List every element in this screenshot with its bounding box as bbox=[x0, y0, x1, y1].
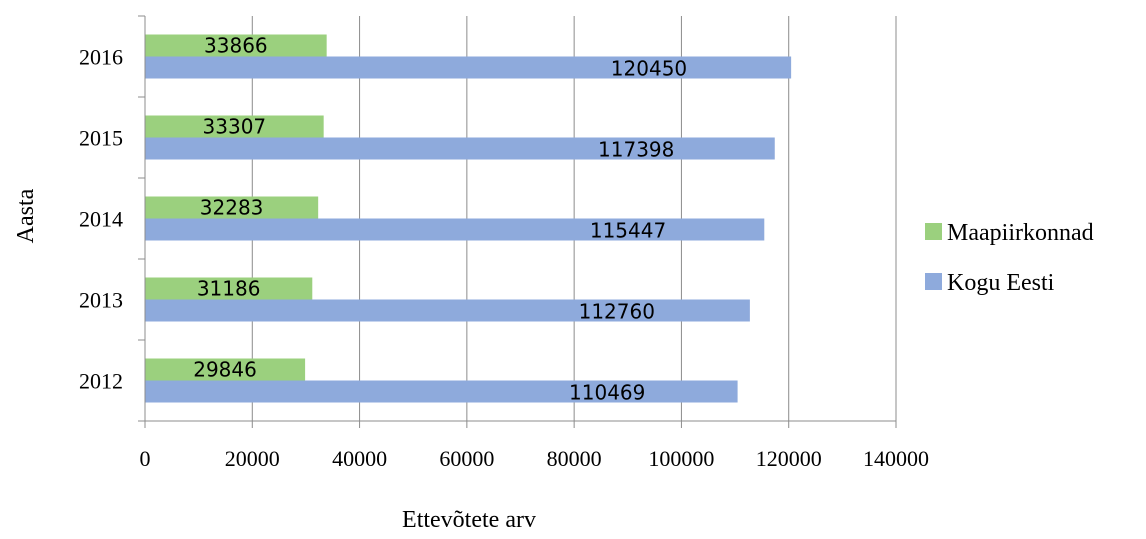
y-tick-label: 2013 bbox=[79, 288, 123, 313]
data-label-kogu-eesti: 117398 bbox=[598, 138, 674, 162]
x-tick-labels: 0 20000 40000 60000 80000 100000 120000 140000 bbox=[140, 446, 930, 471]
x-tick-label: 100000 bbox=[648, 446, 714, 471]
legend-swatch bbox=[925, 273, 942, 290]
x-axis-title: Ettevõtete arv bbox=[402, 507, 536, 533]
legend: Maapiirkonnad Kogu Eesti bbox=[925, 220, 1094, 296]
x-tick-label: 20000 bbox=[225, 446, 280, 471]
x-tick-label: 80000 bbox=[547, 446, 602, 471]
y-tick-label: 2015 bbox=[79, 126, 123, 151]
x-tick-label: 140000 bbox=[863, 446, 929, 471]
legend-label: Kogu Eesti bbox=[947, 270, 1055, 296]
x-tick-label: 40000 bbox=[332, 446, 387, 471]
data-label-maapiirkonnad: 31186 bbox=[197, 277, 261, 301]
data-label-kogu-eesti: 112760 bbox=[579, 300, 655, 324]
y-tick-label: 2014 bbox=[79, 207, 123, 232]
data-label-kogu-eesti: 115447 bbox=[590, 219, 666, 243]
data-label-kogu-eesti: 110469 bbox=[569, 381, 645, 405]
x-tick-label: 0 bbox=[140, 446, 151, 471]
y-axis-title: Aasta bbox=[13, 188, 39, 243]
bar-kogu-eesti bbox=[145, 56, 792, 79]
data-label-maapiirkonnad: 29846 bbox=[193, 358, 257, 382]
axes-group bbox=[138, 15, 897, 428]
y-tick-labels: 2012 2013 2014 2015 2016 bbox=[79, 45, 123, 394]
data-label-maapiirkonnad: 33866 bbox=[204, 34, 268, 58]
bar-kogu-eesti bbox=[145, 218, 765, 241]
bar-maapiirkonnad bbox=[145, 34, 327, 57]
bar-kogu-eesti bbox=[145, 380, 738, 403]
bar-kogu-eesti bbox=[145, 299, 750, 322]
bar-maapiirkonnad bbox=[145, 196, 319, 219]
data-label-maapiirkonnad: 33307 bbox=[203, 115, 267, 139]
bar-kogu-eesti bbox=[145, 137, 775, 160]
legend-label: Maapiirkonnad bbox=[947, 220, 1094, 246]
y-tick-label: 2012 bbox=[79, 369, 123, 394]
bar-maapiirkonnad bbox=[145, 358, 306, 381]
y-tick-label: 2016 bbox=[79, 45, 123, 70]
bars-group: 29846 110469 31186 112760 32283 115447 33307 11… bbox=[145, 34, 792, 405]
data-label-maapiirkonnad: 32283 bbox=[200, 196, 264, 220]
x-tick-label: 120000 bbox=[756, 446, 822, 471]
legend-swatch bbox=[925, 223, 942, 240]
bar-maapiirkonnad bbox=[145, 277, 313, 300]
x-tick-label: 60000 bbox=[439, 446, 494, 471]
bar-maapiirkonnad bbox=[145, 115, 324, 138]
data-label-kogu-eesti: 120450 bbox=[611, 57, 687, 81]
